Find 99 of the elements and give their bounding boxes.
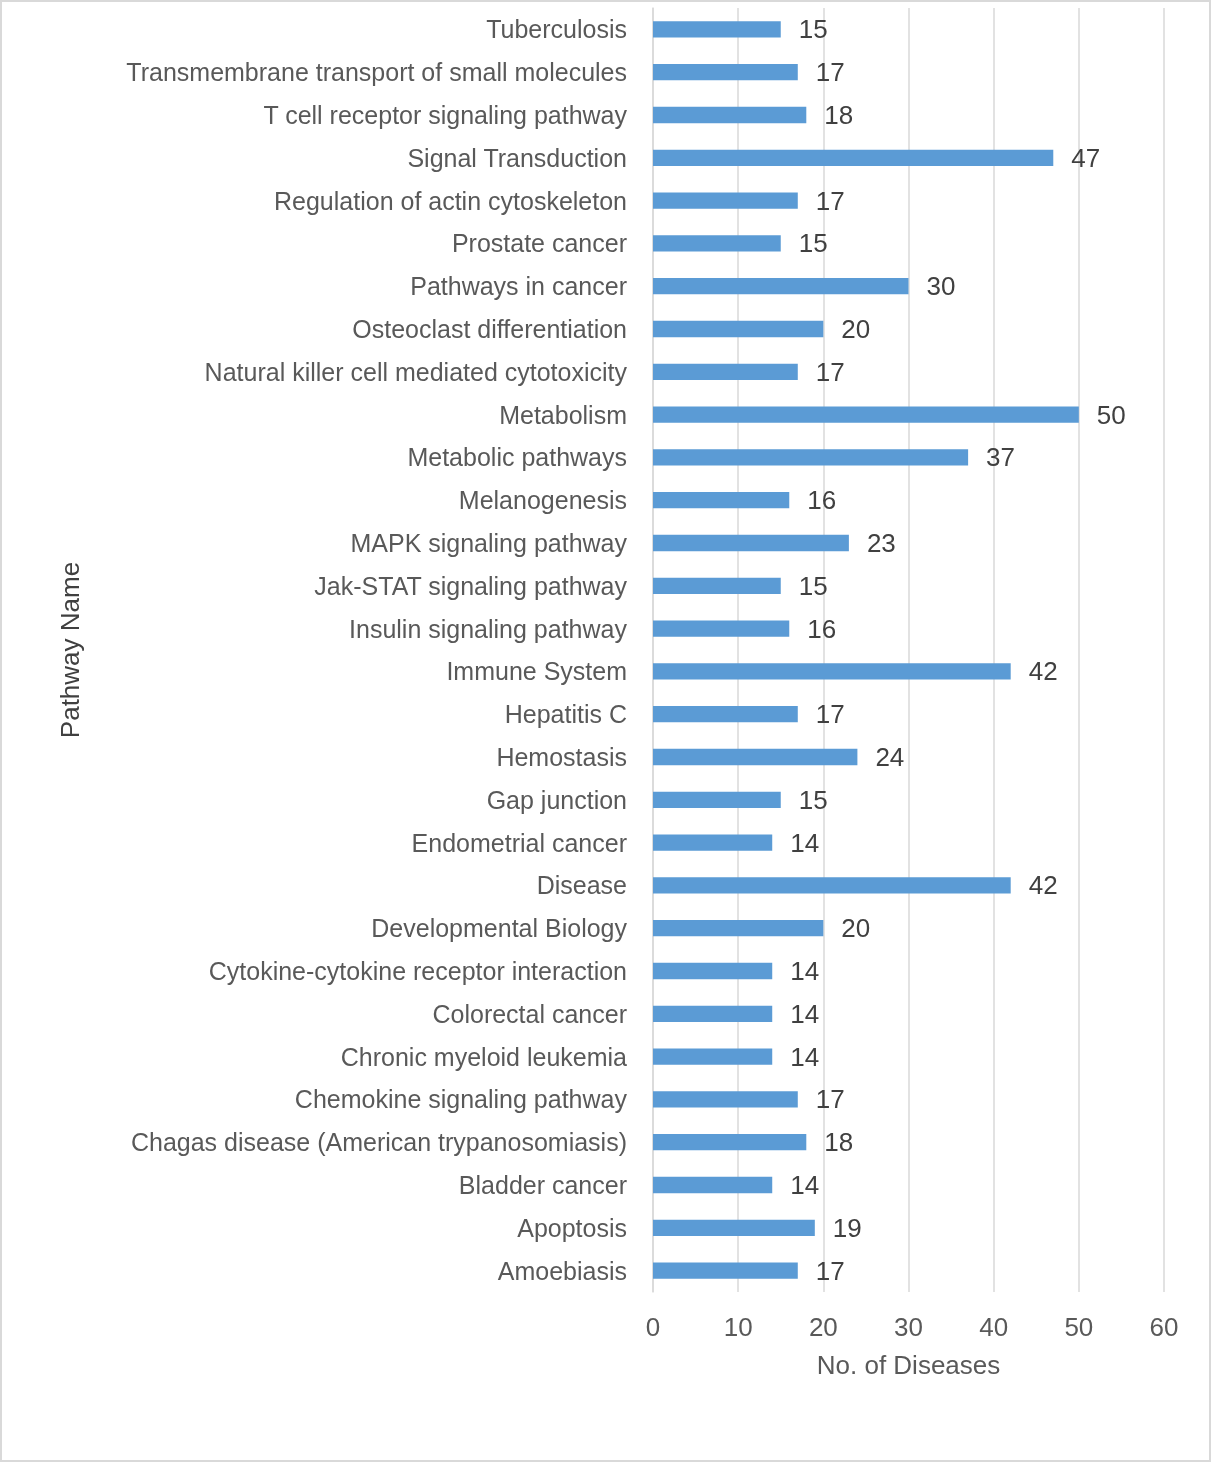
- data-label: 14: [790, 827, 820, 858]
- bar: [653, 748, 858, 766]
- bar: [653, 577, 781, 594]
- y-tick-label: Hemostasis: [496, 743, 627, 771]
- data-label: 20: [841, 314, 871, 344]
- data-label: 15: [798, 784, 828, 815]
- y-tick-label: Prostate cancer: [451, 229, 627, 258]
- data-label: 15: [798, 228, 828, 259]
- bar: [653, 320, 824, 338]
- bar: [653, 834, 773, 851]
- bar: [653, 791, 781, 808]
- y-tick-label: Melanogenesis: [458, 486, 627, 515]
- y-tick-label: Bladder cancer: [458, 1171, 627, 1199]
- y-tick-label: Metabolic pathways: [407, 443, 627, 472]
- bar: [653, 1091, 798, 1108]
- data-label: 14: [790, 956, 820, 986]
- data-label: 17: [815, 699, 845, 730]
- bar: [653, 192, 798, 209]
- x-axis-title: No. of Diseases: [816, 1350, 1001, 1380]
- bar: [653, 149, 1054, 166]
- y-tick-label: Developmental Biology: [371, 914, 628, 943]
- data-label: 47: [1071, 142, 1101, 173]
- x-tick-label: 50: [1064, 1312, 1094, 1342]
- bar: [653, 962, 773, 980]
- bar: [653, 235, 781, 252]
- bar: [653, 64, 798, 81]
- data-label: 24: [875, 742, 905, 772]
- y-tick-label: Chronic myeloid leukemia: [340, 1042, 628, 1071]
- bar: [653, 21, 781, 38]
- y-tick-label: Cytokine-cytokine receptor interaction: [208, 957, 627, 985]
- y-tick-label: Osteoclast differentiation: [352, 315, 627, 343]
- y-tick-label: Insulin signaling pathway: [349, 614, 628, 643]
- y-tick-label: Hepatitis C: [504, 700, 627, 729]
- bar: [653, 406, 1079, 423]
- y-tick-label: MAPK signaling pathway: [350, 529, 628, 557]
- bar: [653, 1134, 807, 1151]
- x-tick-label: 0: [645, 1312, 661, 1342]
- data-label: 42: [1028, 656, 1058, 687]
- bar: [653, 449, 969, 466]
- data-label: 17: [815, 57, 845, 88]
- data-label: 17: [815, 185, 845, 216]
- data-label: 17: [815, 356, 845, 387]
- data-label: 18: [824, 1127, 854, 1158]
- bar: [653, 1176, 773, 1194]
- y-axis-title: Pathway Name: [55, 561, 85, 739]
- data-label: 17: [815, 1255, 845, 1286]
- data-label: 16: [807, 485, 837, 516]
- bar: [653, 877, 1011, 894]
- data-label: 19: [832, 1212, 862, 1243]
- bar: [653, 106, 807, 124]
- data-label: 23: [866, 528, 896, 558]
- y-tick-label: Transmembrane transport of small molecules: [126, 58, 627, 87]
- bar: [653, 1219, 815, 1236]
- bar: [653, 663, 1011, 680]
- bar: [653, 920, 824, 937]
- y-tick-label: Pathways in cancer: [410, 272, 627, 301]
- bar: [653, 363, 798, 380]
- data-label: 18: [824, 100, 854, 130]
- x-tick-label: 20: [808, 1312, 838, 1342]
- x-tick-label: 60: [1149, 1312, 1179, 1342]
- data-label: 20: [841, 913, 871, 944]
- data-label: 15: [798, 14, 828, 45]
- y-tick-label: Signal Transduction: [407, 143, 627, 172]
- bar: [653, 1005, 773, 1022]
- data-label: 16: [807, 613, 837, 644]
- y-tick-label: Apoptosis: [517, 1213, 627, 1242]
- y-tick-label: Gap junction: [486, 785, 627, 814]
- bar: [653, 706, 798, 723]
- y-tick-label: Metabolism: [499, 400, 627, 429]
- x-tick-label: 40: [979, 1312, 1009, 1342]
- data-label: 15: [798, 570, 828, 601]
- y-tick-label: Endometrial cancer: [411, 828, 627, 857]
- bar: [653, 278, 909, 295]
- data-label: 17: [815, 1084, 845, 1115]
- y-tick-label: Natural killer cell mediated cytotoxicity: [204, 357, 628, 386]
- y-tick-label: Jak-STAT signaling pathway: [314, 571, 628, 600]
- data-label: 30: [926, 271, 956, 302]
- data-label: 14: [790, 1170, 820, 1200]
- x-tick-label: 30: [894, 1312, 923, 1342]
- y-tick-label: Chagas disease (American trypanosomiasis): [130, 1128, 627, 1157]
- y-tick-label: Amoebiasis: [497, 1256, 627, 1285]
- y-tick-label: Colorectal cancer: [432, 999, 627, 1028]
- bar: [653, 492, 790, 509]
- y-tick-label: Disease: [536, 871, 627, 900]
- y-tick-label: Immune System: [446, 657, 627, 686]
- x-tick-label: 10: [723, 1312, 753, 1342]
- y-tick-label: Regulation of actin cytoskeleton: [274, 186, 627, 215]
- bar: [653, 1048, 773, 1065]
- data-label: 14: [790, 998, 820, 1029]
- bar: [653, 620, 790, 637]
- data-label: 42: [1028, 870, 1058, 901]
- y-tick-label: Tuberculosis: [486, 15, 627, 44]
- bar: [653, 534, 849, 552]
- data-label: 37: [986, 442, 1016, 473]
- data-label: 14: [790, 1041, 820, 1072]
- y-tick-label: Chemokine signaling pathway: [294, 1085, 628, 1114]
- data-label: 50: [1096, 399, 1126, 430]
- bar: [653, 1262, 798, 1279]
- y-tick-label: T cell receptor signaling pathway: [263, 101, 628, 129]
